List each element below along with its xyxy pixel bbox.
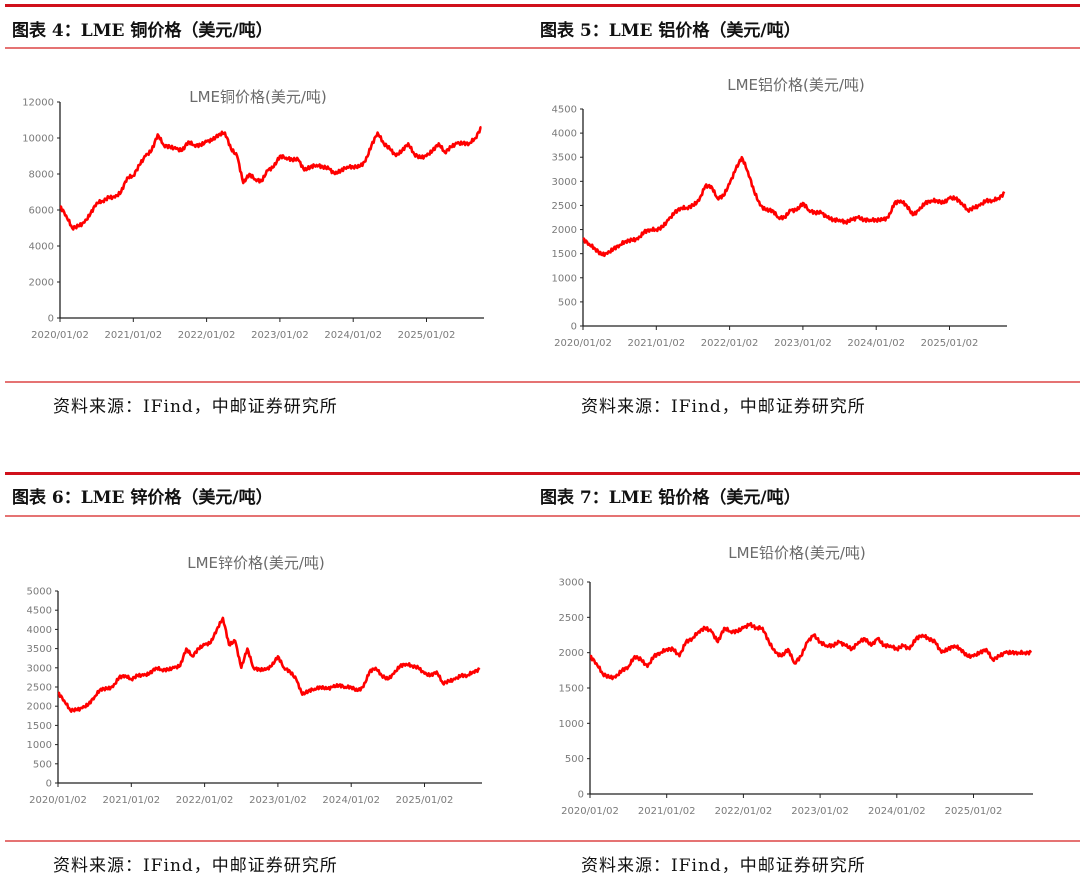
x-tick-label: 2024/01/02 — [324, 330, 382, 341]
x-tick-label: 2022/01/02 — [178, 330, 236, 341]
x-tick-label: 2025/01/02 — [396, 795, 454, 806]
x-tick-label: 2023/01/02 — [774, 338, 832, 349]
figure-label: 图表 7：LME 铅价格（美元/吨） — [540, 488, 801, 508]
title-rule — [5, 515, 540, 517]
title-rule — [540, 47, 1080, 49]
figure-label: 图表 4：LME 铜价格（美元/吨） — [12, 21, 273, 41]
chart-title: LME铜价格(美元/吨) — [189, 88, 327, 106]
y-tick-label: 500 — [558, 297, 577, 308]
lead-price-chart: LME铅价格(美元/吨) 0 500 1000 1500 2000 2500 3000 2020… — [559, 544, 1033, 817]
x-tick-label: 2024/01/02 — [322, 795, 380, 806]
x-tick-label: 2021/01/02 — [638, 806, 696, 817]
y-tick-label: 2000 — [29, 278, 54, 289]
bottom-rule — [5, 840, 540, 842]
price-series-line — [589, 622, 1033, 681]
y-tick-label: 1000 — [552, 273, 577, 284]
y-tick-label: 10000 — [22, 134, 54, 145]
chart-title: LME铅价格(美元/吨) — [728, 544, 866, 562]
y-tick-label: 5000 — [27, 587, 52, 598]
price-series-line — [582, 155, 1006, 258]
x-tick-label: 2025/01/02 — [398, 330, 456, 341]
price-series-line — [59, 125, 482, 231]
y-tick-label: 1500 — [27, 721, 52, 732]
top-rule — [540, 4, 1080, 7]
x-tick-label: 2025/01/02 — [945, 806, 1003, 817]
y-tick-label: 4000 — [27, 625, 52, 636]
y-tick-label: 2000 — [559, 648, 584, 659]
y-tick-label: 3000 — [27, 663, 52, 674]
x-tick-label: 2020/01/02 — [29, 795, 87, 806]
y-tick-label: 2500 — [27, 683, 52, 694]
title-rule — [5, 47, 540, 49]
copper-price-chart: LME铜价格(美元/吨) 0 2000 4000 6000 8000 10000 12000 2… — [22, 88, 484, 341]
y-tick-label: 1500 — [559, 684, 584, 695]
y-tick-label: 3500 — [27, 644, 52, 655]
source-note: 资料来源：IFind，中邮证券研究所 — [581, 397, 866, 417]
y-tick-label: 500 — [33, 759, 52, 770]
y-tick-label: 4000 — [29, 242, 54, 253]
x-tick-label: 2023/01/02 — [791, 806, 849, 817]
top-rule — [5, 472, 540, 475]
chart-title: LME铝价格(美元/吨) — [727, 76, 865, 94]
source-note: 资料来源：IFind，中邮证券研究所 — [581, 856, 866, 876]
chart-title: LME锌价格(美元/吨) — [187, 554, 325, 572]
figure-zinc: 图表 6：LME 锌价格（美元/吨） LME锌价格(美元/吨) 0 500 1000 1… — [0, 470, 540, 885]
x-tick-label: 2024/01/02 — [868, 806, 926, 817]
source-note: 资料来源：IFind，中邮证券研究所 — [53, 856, 338, 876]
figure-copper: 图表 4：LME 铜价格（美元/吨） LME铜价格(美元/吨) 0 2000 4000… — [0, 0, 540, 442]
x-tick-label: 2022/01/02 — [715, 806, 773, 817]
y-tick-label: 0 — [578, 790, 584, 801]
zinc-price-chart: LME锌价格(美元/吨) 0 500 1000 1500 2000 2500 3000 3500… — [27, 554, 482, 806]
y-tick-label: 1000 — [27, 740, 52, 751]
price-series-line — [57, 616, 481, 713]
x-tick-label: 2021/01/02 — [104, 330, 162, 341]
x-tick-label: 2022/01/02 — [176, 795, 234, 806]
y-tick-label: 8000 — [29, 170, 54, 181]
y-tick-label: 0 — [46, 779, 52, 790]
y-tick-label: 2500 — [552, 201, 577, 212]
y-tick-label: 2500 — [559, 613, 584, 624]
x-tick-label: 2022/01/02 — [701, 338, 759, 349]
y-tick-label: 2000 — [552, 225, 577, 236]
x-tick-label: 2025/01/02 — [921, 338, 979, 349]
y-tick-label: 6000 — [29, 206, 54, 217]
top-rule — [5, 4, 540, 7]
bottom-rule — [540, 381, 1080, 383]
y-tick-label: 0 — [48, 314, 54, 325]
x-tick-label: 2021/01/02 — [627, 338, 685, 349]
y-tick-label: 1000 — [559, 719, 584, 730]
figure-aluminium: 图表 5：LME 铝价格（美元/吨） LME铝价格(美元/吨) 0 500 1000 1… — [540, 0, 1080, 442]
y-tick-label: 3000 — [559, 578, 584, 589]
aluminium-price-chart: LME铝价格(美元/吨) 0 500 1000 1500 2000 2500 3000 3500… — [552, 76, 1007, 349]
source-note: 资料来源：IFind，中邮证券研究所 — [53, 397, 338, 417]
bottom-rule — [5, 381, 540, 383]
y-tick-label: 0 — [571, 322, 577, 333]
x-tick-label: 2024/01/02 — [847, 338, 905, 349]
bottom-rule — [540, 840, 1080, 842]
y-tick-label: 4000 — [552, 129, 577, 140]
title-rule — [540, 515, 1080, 517]
figure-label: 图表 5：LME 铝价格（美元/吨） — [540, 21, 801, 41]
x-tick-label: 2020/01/02 — [31, 330, 89, 341]
y-tick-label: 2000 — [27, 702, 52, 713]
top-rule — [540, 472, 1080, 475]
y-tick-label: 500 — [565, 754, 584, 765]
x-tick-label: 2020/01/02 — [554, 338, 612, 349]
x-tick-label: 2020/01/02 — [561, 806, 619, 817]
y-tick-label: 3000 — [552, 177, 577, 188]
figure-label: 图表 6：LME 锌价格（美元/吨） — [12, 488, 273, 508]
figure-lead: 图表 7：LME 铅价格（美元/吨） LME铅价格(美元/吨) 0 500 1000 1… — [540, 470, 1080, 885]
y-tick-label: 1500 — [552, 249, 577, 260]
y-tick-label: 4500 — [552, 105, 577, 116]
x-tick-label: 2023/01/02 — [251, 330, 309, 341]
x-tick-label: 2023/01/02 — [249, 795, 307, 806]
x-tick-label: 2021/01/02 — [102, 795, 160, 806]
y-tick-label: 4500 — [27, 606, 52, 617]
y-tick-label: 12000 — [22, 98, 54, 109]
y-tick-label: 3500 — [552, 153, 577, 164]
